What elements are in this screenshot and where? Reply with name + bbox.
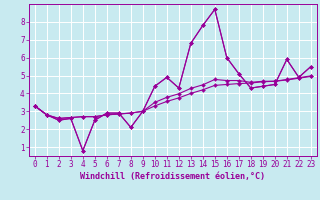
X-axis label: Windchill (Refroidissement éolien,°C): Windchill (Refroidissement éolien,°C)	[80, 172, 265, 181]
